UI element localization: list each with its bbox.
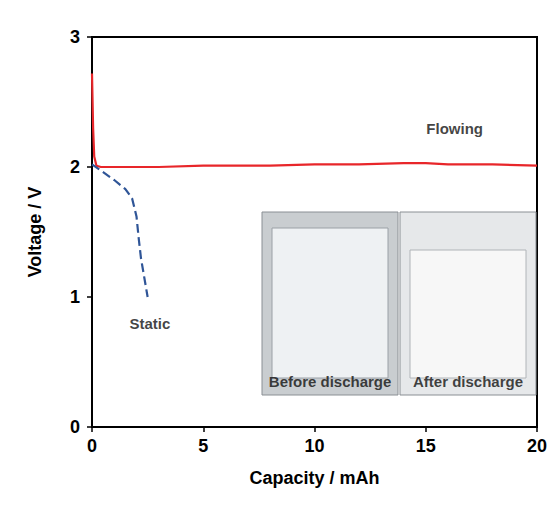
svg-text:10: 10 [304, 436, 324, 456]
svg-text:Static: Static [129, 315, 170, 332]
svg-text:Capacity / mAh: Capacity / mAh [249, 468, 379, 488]
svg-text:1: 1 [70, 287, 80, 307]
svg-text:Flowing: Flowing [426, 120, 483, 137]
svg-text:Before discharge: Before discharge [269, 373, 392, 390]
svg-text:After discharge: After discharge [413, 373, 523, 390]
svg-text:5: 5 [198, 436, 208, 456]
svg-text:0: 0 [70, 417, 80, 437]
svg-text:15: 15 [416, 436, 436, 456]
svg-text:3: 3 [70, 27, 80, 47]
svg-text:20: 20 [527, 436, 547, 456]
svg-text:Voltage / V: Voltage / V [25, 187, 45, 278]
svg-text:2: 2 [70, 157, 80, 177]
svg-text:0: 0 [87, 436, 97, 456]
